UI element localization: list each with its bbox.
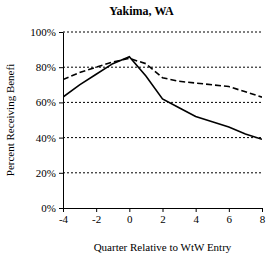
x-axis: -4 -2 0 2 4 6 8 (59, 208, 266, 225)
x-tick: 4 (193, 208, 199, 225)
x-tick-label: 8 (260, 213, 266, 225)
y-tick: 80% (36, 61, 63, 73)
y-tick-label: 0% (41, 202, 56, 214)
y-tick-label: 100% (30, 26, 56, 38)
grid (63, 32, 262, 173)
y-tick-mark (59, 138, 63, 139)
y-axis-line (63, 33, 64, 209)
x-tick-mark (163, 208, 164, 212)
line (63, 58, 262, 97)
x-tick-mark (262, 208, 263, 212)
x-tick-mark (63, 208, 64, 212)
x-tick-mark (96, 208, 97, 212)
y-tick-mark (59, 32, 63, 33)
x-tick-mark (196, 208, 197, 212)
x-tick: 0 (127, 208, 133, 225)
x-tick-label: 6 (227, 213, 233, 225)
y-tick: 20% (36, 167, 63, 179)
x-tick: 6 (227, 208, 233, 225)
y-tick-label: 20% (36, 167, 56, 179)
y-axis-title: Percent Receiving Benefi (4, 64, 16, 176)
y-tick-label: 60% (36, 96, 56, 108)
y-tick-mark (59, 102, 63, 103)
y-tick: 100% (30, 26, 63, 38)
y-tick: 60% (36, 96, 63, 108)
x-tick-label: 4 (193, 213, 199, 225)
y-tick: 0% (41, 202, 63, 214)
x-tick: -2 (92, 208, 101, 225)
y-tick-mark (59, 67, 63, 68)
y-tick-mark (59, 208, 63, 209)
grid-line (63, 32, 262, 33)
grid-line (63, 172, 262, 173)
x-tick-label: -2 (92, 213, 101, 225)
y-tick-label: 40% (36, 132, 56, 144)
x-tick-label: 2 (160, 213, 166, 225)
x-tick-mark (129, 208, 130, 212)
y-tick-label: 80% (36, 61, 56, 73)
x-axis-title: Quarter Relative to WtW Entry (94, 241, 232, 253)
x-tick: 2 (160, 208, 166, 225)
chart: Yakima, WA-4-2024680%20%40%60%80%100%Qua… (0, 0, 273, 261)
grid-line (63, 137, 262, 138)
y-axis: 0% 20% 40% 60% 80% 100% (30, 26, 63, 214)
x-tick-label: -4 (59, 213, 69, 225)
y-tick-mark (59, 173, 63, 174)
line (63, 57, 262, 140)
x-tick: -4 (59, 208, 69, 225)
x-tick-mark (229, 208, 230, 212)
x-tick-label: 0 (127, 213, 133, 225)
series-group (63, 57, 262, 140)
x-tick: 8 (260, 208, 266, 225)
grid-line (63, 102, 262, 103)
y-tick: 40% (36, 132, 63, 144)
title: Yakima, WA (109, 4, 174, 18)
